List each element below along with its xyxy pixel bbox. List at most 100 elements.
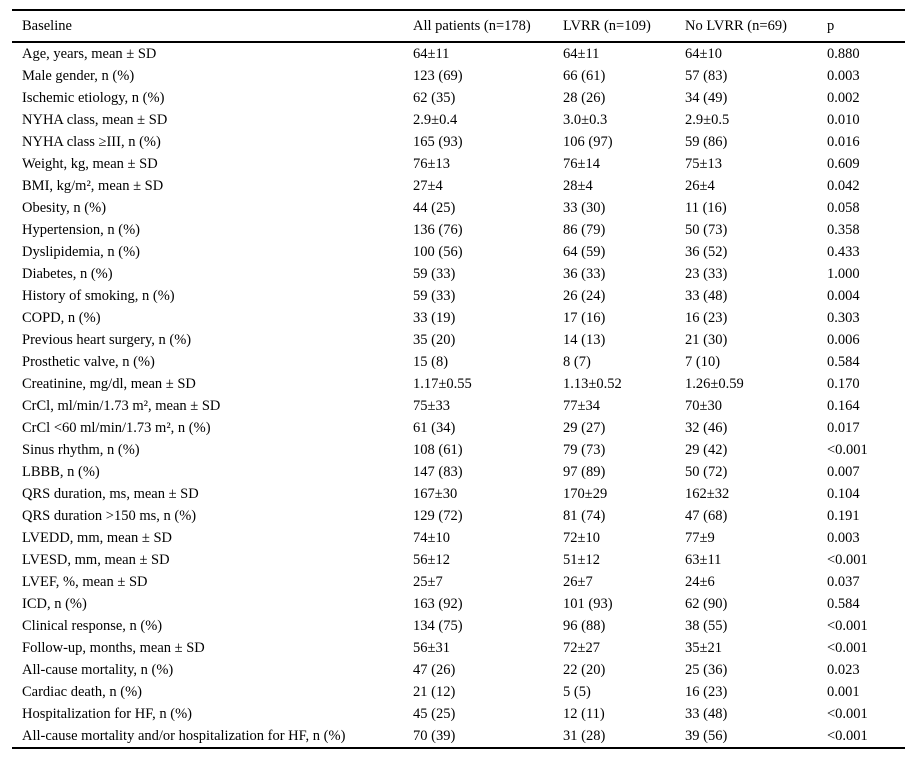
cell-value: 108 (61) — [413, 441, 463, 458]
cell-value: 56±12 — [413, 551, 450, 568]
cell-value: 0.010 — [827, 111, 860, 128]
cell-value: 27±4 — [413, 177, 443, 194]
cell-value: 101 (93) — [563, 595, 613, 612]
table-row: COPD, n (%) 33 (19) 17 (16) 16 (23) 0.303 — [12, 307, 905, 329]
table-row: Diabetes, n (%) 59 (33) 36 (33) 23 (33) 1.00… — [12, 263, 905, 285]
cell-value: 100 (56) — [413, 243, 463, 260]
cell-value: 0.003 — [827, 67, 860, 84]
row-label: LVEDD, mm, mean ± SD — [22, 529, 172, 546]
row-label: Dyslipidemia, n (%) — [22, 243, 140, 260]
cell-value: 59 (33) — [413, 287, 456, 304]
table-row: Dyslipidemia, n (%) 100 (56) 64 (59) 36 (52… — [12, 241, 905, 263]
cell-value: 134 (75) — [413, 617, 463, 634]
row-label: Creatinine, mg/dl, mean ± SD — [22, 375, 196, 392]
cell-value: 76±13 — [413, 155, 450, 172]
table-row: LVESD, mm, mean ± SD 56±12 51±12 63±11 <0.00… — [12, 549, 905, 571]
cell-value: 28±4 — [563, 177, 593, 194]
baseline-characteristics-table-container: Baseline All patients (n=178) LVRR (n=10… — [12, 9, 905, 749]
row-label: Ischemic etiology, n (%) — [22, 89, 165, 106]
cell-value: 0.164 — [827, 397, 860, 414]
cell-value: 25 (36) — [685, 661, 728, 678]
cell-value: 59 (86) — [685, 133, 728, 150]
cell-value: 0.023 — [827, 661, 860, 678]
row-label: ICD, n (%) — [22, 595, 87, 612]
cell-value: 47 (26) — [413, 661, 456, 678]
cell-value: 0.609 — [827, 155, 860, 172]
table-body: Age, years, mean ± SD 64±11 64±11 64±10 0.88… — [12, 42, 905, 749]
cell-value: 3.0±0.3 — [563, 111, 608, 128]
row-label: QRS duration >150 ms, n (%) — [22, 507, 197, 524]
table-row: LVEF, %, mean ± SD 25±7 26±7 24±6 0.037 — [12, 571, 905, 593]
cell-value: 12 (11) — [563, 705, 605, 722]
table-row: QRS duration, ms, mean ± SD 167±30 170±29 1… — [12, 483, 905, 505]
row-label: All-cause mortality, n (%) — [22, 661, 174, 678]
table-row: Creatinine, mg/dl, mean ± SD 1.17±0.55 1.1… — [12, 373, 905, 395]
table-row: BMI, kg/m², mean ± SD 27±4 28±4 26±4 0.042 — [12, 175, 905, 197]
cell-value: 26±7 — [563, 573, 593, 590]
table-row: Prosthetic valve, n (%) 15 (8) 8 (7) 7 (10)… — [12, 351, 905, 373]
cell-value: 14 (13) — [563, 331, 606, 348]
row-label: QRS duration, ms, mean ± SD — [22, 485, 199, 502]
cell-value: 45 (25) — [413, 705, 456, 722]
header-row: Baseline All patients (n=178) LVRR (n=10… — [12, 9, 905, 43]
cell-value: 76±14 — [563, 155, 600, 172]
cell-value: 50 (72) — [685, 463, 728, 480]
row-label: Sinus rhythm, n (%) — [22, 441, 140, 458]
cell-value: 24±6 — [685, 573, 715, 590]
cell-value: 1.13±0.52 — [563, 375, 622, 392]
cell-value: 0.042 — [827, 177, 860, 194]
column-header-lvrr: LVRR (n=109) — [563, 9, 685, 43]
cell-value: 47 (68) — [685, 507, 728, 524]
cell-value: 0.037 — [827, 573, 860, 590]
table-row: Ischemic etiology, n (%) 62 (35) 28 (26) 34… — [12, 87, 905, 109]
cell-value: 36 (52) — [685, 243, 728, 260]
cell-value: 56±31 — [413, 639, 450, 656]
row-label: Obesity, n (%) — [22, 199, 107, 216]
cell-value: 0.007 — [827, 463, 860, 480]
table-row: LBBB, n (%) 147 (83) 97 (89) 50 (72) 0.007 — [12, 461, 905, 483]
cell-value: 64±10 — [685, 45, 722, 62]
cell-value: 0.017 — [827, 419, 860, 436]
table-row: Weight, kg, mean ± SD 76±13 76±14 75±13 0.60… — [12, 153, 905, 175]
cell-value: 0.058 — [827, 199, 860, 216]
cell-value: 72±27 — [563, 639, 600, 656]
cell-value: 63±11 — [685, 551, 722, 568]
cell-value: 33 (48) — [685, 705, 728, 722]
cell-value: 25±7 — [413, 573, 443, 590]
cell-value: 0.001 — [827, 683, 860, 700]
cell-value: 162±32 — [685, 485, 730, 502]
cell-value: 64 (59) — [563, 243, 606, 260]
cell-value: 0.191 — [827, 507, 860, 524]
row-label: Prosthetic valve, n (%) — [22, 353, 155, 370]
cell-value: 8 (7) — [563, 353, 591, 370]
cell-value: 38 (55) — [685, 617, 728, 634]
cell-value: <0.001 — [827, 617, 868, 634]
table-row: LVEDD, mm, mean ± SD 74±10 72±10 77±9 0.003 — [12, 527, 905, 549]
cell-value: 33 (19) — [413, 309, 456, 326]
cell-value: 0.104 — [827, 485, 860, 502]
table-row: Hypertension, n (%) 136 (76) 86 (79) 50 (73… — [12, 219, 905, 241]
row-label: LBBB, n (%) — [22, 463, 100, 480]
cell-value: 39 (56) — [685, 725, 827, 749]
cell-value: 11 (16) — [685, 199, 727, 216]
cell-value: 77±9 — [685, 529, 715, 546]
cell-value: 0.016 — [827, 133, 860, 150]
table-row: QRS duration >150 ms, n (%) 129 (72) 81 (7… — [12, 505, 905, 527]
cell-value: 33 (30) — [563, 199, 606, 216]
row-label: LVEF, %, mean ± SD — [22, 573, 148, 590]
cell-value: 35±21 — [685, 639, 722, 656]
row-label: Weight, kg, mean ± SD — [22, 155, 158, 172]
cell-value: 1.000 — [827, 265, 860, 282]
table-row: Clinical response, n (%) 134 (75) 96 (88) 3… — [12, 615, 905, 637]
cell-value: 1.17±0.55 — [413, 375, 472, 392]
cell-value: 62 (35) — [413, 89, 456, 106]
cell-value: 77±34 — [563, 397, 600, 414]
cell-value: 0.880 — [827, 45, 860, 62]
cell-value: 23 (33) — [685, 265, 728, 282]
table-row: Previous heart surgery, n (%) 35 (20) 14 (… — [12, 329, 905, 351]
column-header-p-value: p — [827, 9, 905, 43]
cell-value: 70 (39) — [413, 725, 563, 749]
baseline-characteristics-table: Baseline All patients (n=178) LVRR (n=10… — [12, 9, 905, 749]
table-row: CrCl, ml/min/1.73 m², mean ± SD 75±33 77±3… — [12, 395, 905, 417]
cell-value: 70±30 — [685, 397, 722, 414]
